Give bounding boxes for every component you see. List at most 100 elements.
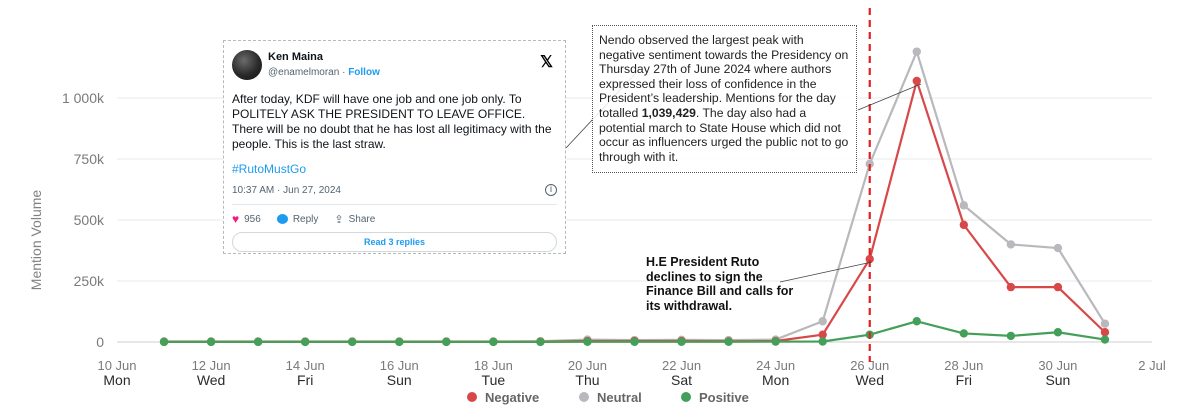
- data-point[interactable]: [959, 220, 969, 230]
- reply-button[interactable]: Reply: [276, 213, 319, 225]
- x-tick-label: 22 Jun: [662, 358, 701, 373]
- tweet-handle-line: @enamelmoran · Follow: [268, 67, 380, 78]
- follow-link[interactable]: Follow: [348, 67, 380, 78]
- x-tick-day: Tue: [482, 372, 506, 388]
- legend-swatch: [681, 392, 691, 402]
- legend-label: Neutral: [597, 390, 642, 405]
- y-tick-label: 750k: [74, 151, 105, 167]
- x-tick-label: 10 Jun: [97, 358, 136, 373]
- share-button[interactable]: ⇪ Share: [334, 213, 375, 226]
- data-point[interactable]: [912, 317, 921, 326]
- reply-label: Reply: [292, 213, 319, 225]
- data-point[interactable]: [865, 254, 874, 264]
- reply-bubble-icon: [276, 214, 288, 224]
- y-tick-label: 500k: [74, 212, 105, 228]
- callout-pointer-line: [779, 261, 873, 283]
- avatar[interactable]: [232, 50, 262, 80]
- data-point[interactable]: [818, 330, 827, 339]
- data-point[interactable]: [1053, 282, 1063, 292]
- tweet-hashtag[interactable]: #RutoMustGo: [232, 162, 307, 176]
- data-point[interactable]: [630, 337, 639, 346]
- tweet-timestamp-row: 10:37 AM · Jun 27, 2024 i: [232, 184, 557, 196]
- x-tick-day: Sun: [1045, 372, 1070, 388]
- data-point[interactable]: [300, 337, 310, 347]
- data-point[interactable]: [442, 337, 451, 347]
- like-count: 956: [244, 213, 261, 225]
- y-axis-ticks: 0 250k 500k 750k 1 000k: [62, 90, 105, 350]
- like-button[interactable]: ♥ 956: [232, 212, 261, 226]
- tweet-actions: ♥ 956 Reply ⇪ Share: [232, 212, 557, 226]
- x-tick-label: 2 Jul: [1138, 358, 1166, 373]
- legend-swatch: [579, 392, 589, 402]
- x-tick-day: Fri: [297, 372, 313, 388]
- data-point[interactable]: [677, 337, 686, 346]
- data-point[interactable]: [912, 76, 921, 86]
- tweet-author-name[interactable]: Ken Maina: [268, 51, 324, 63]
- legend-item-positive[interactable]: Positive: [681, 390, 749, 405]
- data-point[interactable]: [253, 337, 263, 347]
- data-point[interactable]: [959, 201, 969, 210]
- x-tick-day: Wed: [197, 372, 226, 388]
- data-point[interactable]: [912, 47, 921, 56]
- annotation-pointer-line: [857, 83, 922, 111]
- tweet-handle[interactable]: @enamelmoran: [268, 67, 340, 78]
- legend-label: Positive: [699, 390, 749, 405]
- x-tick-day: Mon: [762, 372, 789, 388]
- data-point[interactable]: [206, 337, 216, 347]
- tweet-header: Ken Maina @enamelmoran · Follow 𝕏: [232, 48, 557, 82]
- y-tick-label: 0: [96, 334, 104, 350]
- series-lines: [159, 47, 1110, 347]
- tweet-text: After today, KDF will have one job and o…: [232, 92, 552, 151]
- x-tick-label: 18 Jun: [474, 358, 513, 373]
- series-positive: [159, 317, 1110, 347]
- data-point[interactable]: [348, 337, 357, 347]
- tweet-divider: [232, 204, 557, 205]
- share-label: Share: [348, 213, 376, 225]
- data-point[interactable]: [818, 337, 827, 346]
- y-tick-label: 250k: [74, 273, 105, 289]
- x-tick-day: Thu: [575, 372, 599, 388]
- legend-item-negative[interactable]: Negative: [467, 390, 539, 405]
- data-point[interactable]: [583, 337, 592, 346]
- data-point[interactable]: [865, 159, 874, 169]
- tweet-author-block: Ken Maina @enamelmoran · Follow: [268, 51, 380, 79]
- legend-item-neutral[interactable]: Neutral: [579, 390, 642, 405]
- data-point[interactable]: [489, 337, 498, 347]
- peak-annotation-box: Nendo observed the largest peak with neg…: [592, 25, 857, 173]
- event-callout: H.E President Ruto declines to sign the …: [646, 255, 794, 313]
- data-point[interactable]: [395, 337, 404, 347]
- data-point[interactable]: [959, 329, 969, 338]
- data-point[interactable]: [1100, 319, 1110, 328]
- data-point[interactable]: [818, 317, 827, 326]
- x-tick-label: 24 Jun: [756, 358, 795, 373]
- info-icon[interactable]: i: [545, 184, 557, 196]
- data-point[interactable]: [724, 337, 733, 346]
- data-point[interactable]: [1053, 243, 1063, 253]
- data-point[interactable]: [536, 337, 545, 347]
- data-point[interactable]: [1006, 240, 1016, 249]
- annotation-highlight: 1,039,429: [641, 105, 696, 120]
- x-tick-label: 26 Jun: [850, 358, 889, 373]
- annotation-text-before: Nendo observed the largest peak with neg…: [599, 33, 849, 120]
- y-axis-label: Mention Volume: [28, 190, 44, 291]
- x-tick-label: 30 Jun: [1038, 358, 1077, 373]
- x-tick-label: 14 Jun: [286, 358, 325, 373]
- data-point[interactable]: [771, 337, 780, 346]
- x-logo-icon[interactable]: 𝕏: [540, 54, 553, 71]
- x-tick-day: Sat: [671, 372, 692, 388]
- embedded-tweet: Ken Maina @enamelmoran · Follow 𝕏 After …: [223, 40, 566, 254]
- data-point[interactable]: [1006, 282, 1016, 292]
- annotation-text-after: . The day also had a potential march to …: [599, 105, 849, 164]
- data-point[interactable]: [1100, 328, 1110, 337]
- data-point[interactable]: [1053, 328, 1063, 337]
- tweet-timestamp[interactable]: 10:37 AM · Jun 27, 2024: [232, 184, 341, 196]
- heart-icon: ♥: [232, 212, 240, 226]
- y-tick-label: 1 000k: [62, 90, 105, 106]
- data-point[interactable]: [1100, 335, 1110, 344]
- x-tick-day: Mon: [103, 372, 130, 388]
- read-replies-button[interactable]: Read 3 replies: [232, 232, 557, 252]
- data-point[interactable]: [159, 337, 169, 347]
- chart-legend: Negative Neutral Positive: [467, 390, 749, 405]
- data-point[interactable]: [1006, 331, 1016, 341]
